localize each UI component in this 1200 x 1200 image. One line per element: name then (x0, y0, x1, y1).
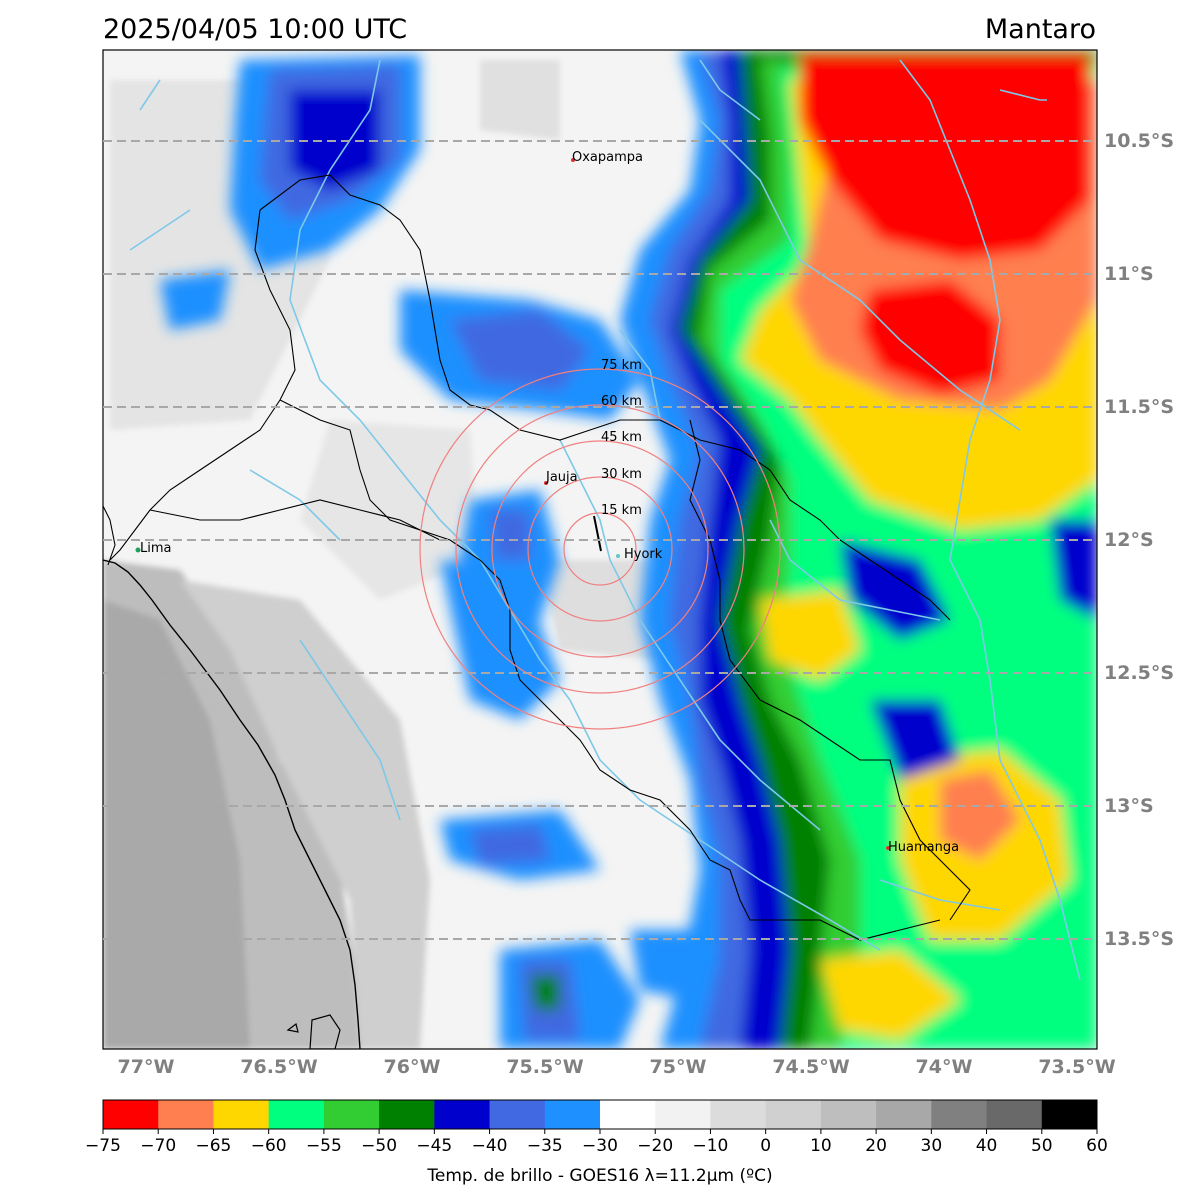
ring-label-30: 30 km (601, 467, 642, 482)
colorbar: −75 −70 −65 −60 −55 −50 −45 −40 −35 −30 −20 −10 0 10 2… (85, 1099, 1108, 1156)
colorbar-segment (158, 1100, 214, 1129)
border-lines (103, 174, 971, 941)
ring-label-45: 45 km (601, 430, 642, 445)
colorbar-tick-label: 60 (1086, 1136, 1108, 1156)
colorbar-tick-label: −70 (140, 1136, 176, 1156)
colorbar-segment (986, 1100, 1043, 1129)
river-lines (129, 59, 1081, 981)
colorbar-tick-label: −20 (637, 1136, 673, 1156)
lat-label-11: 11°S (1104, 263, 1154, 285)
colorbar-tick-label: −60 (251, 1136, 287, 1156)
colorbar-title: Temp. de brillo - GOES16 λ=11.2μm (ºC) (426, 1166, 772, 1186)
colorbar-segment (765, 1100, 822, 1129)
lon-label-76: 76°W (384, 1056, 441, 1078)
colorbar-segment (876, 1100, 932, 1129)
lat-label-10-5: 10.5°S (1104, 130, 1174, 152)
lon-label-77: 77°W (118, 1056, 175, 1078)
lon-labels: 77°W 76.5°W 76°W 75.5°W 75°W 74.5°W 74°W… (118, 1056, 1116, 1078)
colorbar-segment (600, 1100, 656, 1129)
city-label-oxapampa: Oxapampa (572, 150, 643, 165)
city-label-huamanga: Huamanga (888, 840, 959, 855)
lat-gridlines (103, 140, 1097, 940)
lon-label-74: 74°W (916, 1056, 973, 1078)
colorbar-segment (1041, 1100, 1098, 1129)
map-region-title: Mantaro (984, 14, 1096, 45)
colorbar-segment (489, 1100, 546, 1129)
colorbar-segment (931, 1100, 988, 1129)
city-marker-lima (135, 547, 141, 553)
colorbar-tick-label: −50 (361, 1136, 397, 1156)
range-rings (419, 368, 781, 730)
colorbar-segment (379, 1100, 435, 1129)
city-marker-jauja (544, 481, 548, 485)
lat-label-12: 12°S (1104, 529, 1154, 551)
lon-label-76-5: 76.5°W (240, 1056, 317, 1078)
map-raster (103, 50, 1097, 1049)
city-label-jauja: Jauja (545, 470, 578, 485)
lon-label-75-5: 75.5°W (506, 1056, 583, 1078)
lon-label-74-5: 74.5°W (772, 1056, 849, 1078)
city-marker-huamanga (886, 846, 890, 850)
colorbar-tick-label: −35 (527, 1136, 563, 1156)
ring-label-75: 75 km (601, 358, 642, 373)
colorbar-tick-label: 20 (865, 1136, 887, 1156)
colorbar-tick-label: −55 (306, 1136, 342, 1156)
colorbar-tick-label: −75 (85, 1136, 121, 1156)
colorbar-segment (434, 1100, 491, 1129)
lon-label-73-5: 73.5°W (1038, 1056, 1115, 1078)
lat-label-12-5: 12.5°S (1104, 662, 1174, 684)
lat-labels: 10.5°S 11°S 11.5°S 12°S 12.5°S 13°S 13.5… (1104, 130, 1174, 950)
colorbar-segment (268, 1100, 325, 1129)
colorbar-segment (655, 1100, 711, 1129)
colorbar-tick-label: 10 (810, 1136, 832, 1156)
colorbar-segment (544, 1100, 601, 1129)
city-marker-oxapampa (571, 158, 575, 162)
city-marker-hyork (616, 554, 620, 558)
colorbar-tick-label: 0 (760, 1136, 771, 1156)
colorbar-tick-label: −10 (692, 1136, 728, 1156)
map-frame (102, 49, 1098, 1050)
lat-label-11-5: 11.5°S (1104, 396, 1174, 418)
colorbar-tick-label: −65 (195, 1136, 231, 1156)
colorbar-tick-label: 40 (976, 1136, 998, 1156)
ring-label-60: 60 km (601, 394, 642, 409)
colorbar-segment (323, 1100, 380, 1129)
colorbar-tick-label: 50 (1031, 1136, 1053, 1156)
colorbar-segment (213, 1100, 270, 1129)
colorbar-tick-label: −45 (416, 1136, 452, 1156)
lat-label-13: 13°S (1104, 795, 1154, 817)
radar-beam-line (593, 515, 602, 552)
colorbar-segment (710, 1100, 767, 1129)
colorbar-tick-label: −30 (582, 1136, 618, 1156)
colorbar-segment (820, 1100, 877, 1129)
colorbar-tick-label: 30 (921, 1136, 943, 1156)
colorbar-segment (103, 1100, 159, 1129)
city-label-lima: Lima (140, 541, 171, 556)
map-timestamp: 2025/04/05 10:00 UTC (103, 14, 408, 45)
lat-label-13-5: 13.5°S (1104, 928, 1174, 950)
city-markers: Oxapampa Jauja Hyork Lima Huamanga (135, 150, 959, 855)
lon-label-75: 75°W (650, 1056, 707, 1078)
ring-labels: 15 km 30 km 45 km 60 km 75 km (601, 358, 642, 518)
colorbar-tick-label: −40 (472, 1136, 508, 1156)
ring-label-15: 15 km (601, 503, 642, 518)
city-label-hyork: Hyork (624, 547, 663, 562)
